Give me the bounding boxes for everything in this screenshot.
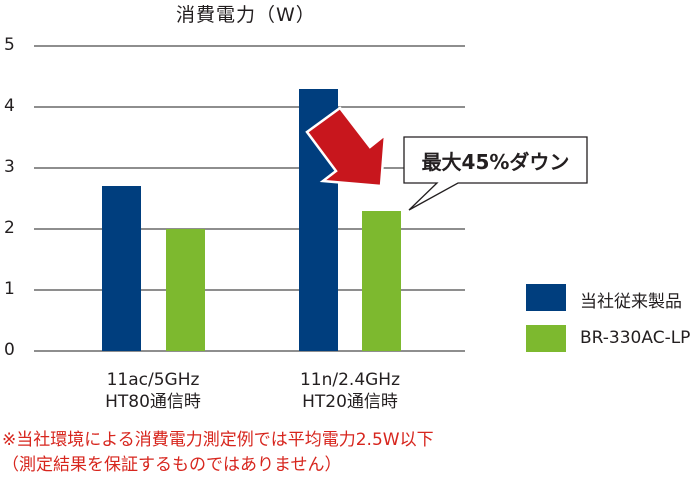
y-tick-2: 2 bbox=[4, 218, 15, 238]
x-label-24ghz-line1: 11n/2.4GHz bbox=[299, 370, 401, 390]
chart-title: 消費電力（W） bbox=[176, 4, 316, 26]
x-label-5ghz-line1: 11ac/5GHz bbox=[106, 370, 200, 390]
y-tick-0: 0 bbox=[4, 340, 15, 360]
legend-label-conventional: 当社従来製品 bbox=[580, 292, 682, 312]
y-tick-5: 5 bbox=[4, 35, 15, 55]
bar-br330aclp-5ghz bbox=[166, 229, 205, 351]
callout-bubble bbox=[403, 136, 588, 211]
y-tick-4: 4 bbox=[4, 96, 15, 116]
gridline-5 bbox=[34, 45, 465, 47]
legend-swatch-conventional bbox=[526, 284, 566, 311]
x-label-5ghz: 11ac/5GHz HT80通信時 bbox=[83, 369, 223, 413]
callout-text: 最大45%ダウン bbox=[421, 149, 570, 174]
baseline bbox=[34, 350, 465, 352]
bar-br330aclp-24ghz bbox=[362, 210, 401, 351]
legend-swatch-br330aclp bbox=[526, 325, 566, 352]
gridline-4 bbox=[34, 106, 465, 108]
y-tick-1: 1 bbox=[4, 279, 15, 299]
gridline-2 bbox=[34, 228, 465, 230]
legend-label-br330aclp: BR-330AC-LP bbox=[580, 328, 691, 348]
x-label-24ghz: 11n/2.4GHz HT20通信時 bbox=[280, 369, 420, 413]
gridline-3 bbox=[34, 167, 465, 169]
gridline-1 bbox=[34, 289, 465, 291]
x-label-5ghz-line2: HT80通信時 bbox=[105, 392, 201, 412]
footnote-line-1: ※当社環境による消費電力測定例では平均電力2.5W以下 bbox=[2, 430, 434, 450]
footnote-line-2: （測定結果を保証するものではありません） bbox=[2, 455, 342, 475]
bar-conventional-5ghz bbox=[102, 186, 141, 351]
x-label-24ghz-line2: HT20通信時 bbox=[302, 392, 398, 412]
y-tick-3: 3 bbox=[4, 157, 15, 177]
down-arrow-icon bbox=[305, 106, 387, 188]
